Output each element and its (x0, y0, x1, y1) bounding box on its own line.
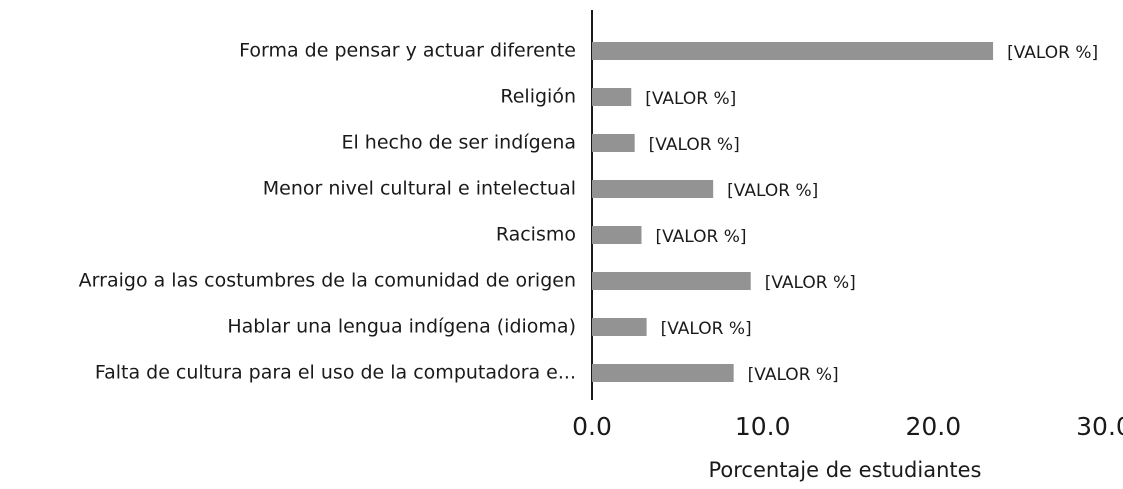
bar (592, 180, 714, 198)
y-tick-label: Religión (500, 86, 576, 108)
bar (592, 272, 751, 290)
bar (592, 134, 635, 152)
value-label: [VALOR %] (655, 227, 746, 247)
x-axis-title: Porcentaje de estudiantes (708, 458, 981, 482)
x-tick-label: 10.0 (735, 412, 791, 441)
value-label: [VALOR %] (748, 365, 839, 385)
y-tick-label: Forma de pensar y actuar diferente (239, 40, 576, 62)
value-label: [VALOR %] (727, 181, 818, 201)
y-tick-label: Hablar una lengua indígena (idioma) (227, 316, 576, 338)
y-tick-label: Racismo (496, 224, 576, 246)
y-tick-label: El hecho de ser indígena (341, 132, 576, 154)
value-label: [VALOR %] (649, 135, 740, 155)
bar (592, 226, 642, 244)
bar (592, 42, 994, 60)
value-label: [VALOR %] (661, 319, 752, 339)
y-tick-label: Menor nivel cultural e intelectual (263, 178, 576, 200)
value-label: [VALOR %] (1007, 43, 1098, 63)
x-tick-label: 30.0 (1076, 412, 1123, 441)
bar (592, 364, 734, 382)
x-tick-label: 0.0 (572, 412, 612, 441)
bar (592, 88, 632, 106)
y-tick-label: Arraigo a las costumbres de la comunidad… (79, 270, 576, 292)
value-label: [VALOR %] (765, 273, 856, 293)
value-label: [VALOR %] (645, 89, 736, 109)
y-tick-label: Falta de cultura para el uso de la compu… (95, 362, 576, 384)
x-tick-label: 20.0 (905, 412, 961, 441)
bar (592, 318, 647, 336)
